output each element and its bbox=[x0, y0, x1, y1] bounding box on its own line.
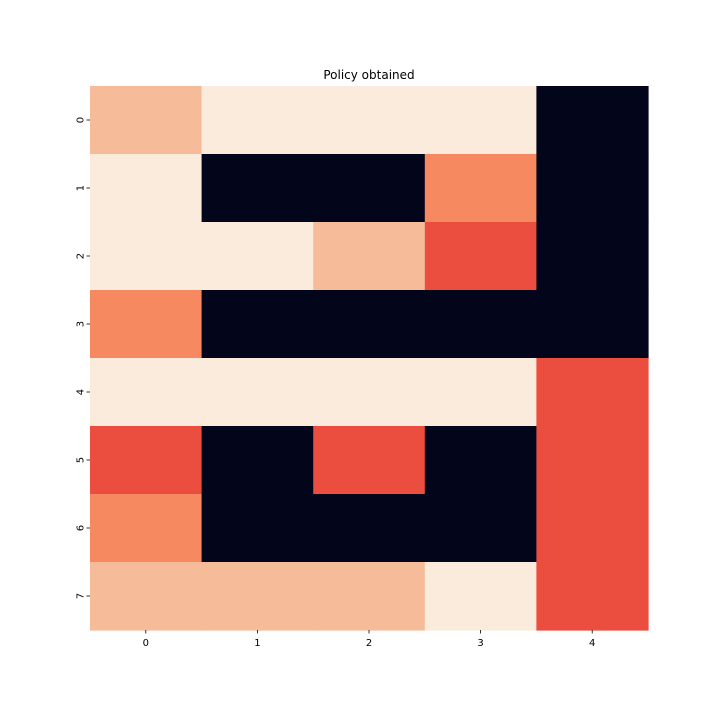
x-tick-label: 1 bbox=[254, 638, 260, 649]
y-tick-label: 4 bbox=[76, 389, 87, 395]
heatmap-cell-r7-c3 bbox=[424, 562, 537, 631]
heatmap-cell-r4-c3 bbox=[424, 358, 537, 427]
heatmap-cell-r6-c2 bbox=[313, 494, 426, 563]
heatmap-cell-r0-c3 bbox=[424, 86, 537, 155]
y-tick-label: 5 bbox=[76, 457, 87, 463]
y-axis: 0 1 2 3 4 5 6 7 bbox=[76, 117, 90, 599]
heatmap-cell-r3-c0 bbox=[90, 290, 203, 359]
heatmap-cell-r2-c0 bbox=[90, 222, 203, 291]
y-tick-label: 7 bbox=[76, 593, 87, 599]
x-axis: 0 1 2 3 4 bbox=[143, 630, 595, 649]
heatmap-cell-r5-c0 bbox=[90, 426, 203, 495]
heatmap-cell-r1-c0 bbox=[90, 154, 203, 223]
heatmap-cell-r0-c4 bbox=[536, 86, 649, 155]
heatmap-cell-r7-c0 bbox=[90, 562, 203, 631]
chart-title: Policy obtained bbox=[323, 68, 414, 82]
heatmap-cell-r7-c2 bbox=[313, 562, 426, 631]
heatmap-cell-r5-c4 bbox=[536, 426, 649, 495]
heatmap-cell-r2-c2 bbox=[313, 222, 426, 291]
x-tick-label: 2 bbox=[366, 638, 372, 649]
heatmap-cell-r0-c0 bbox=[90, 86, 203, 155]
heatmap-cell-r6-c0 bbox=[90, 494, 203, 563]
heatmap-cell-r3-c4 bbox=[536, 290, 649, 359]
heatmap-cell-r6-c3 bbox=[424, 494, 537, 563]
heatmap-cell-r6-c4 bbox=[536, 494, 649, 563]
heatmap-cell-r3-c3 bbox=[424, 290, 537, 359]
heatmap-cell-r4-c4 bbox=[536, 358, 649, 427]
y-tick-label: 3 bbox=[76, 321, 87, 327]
heatmap-cell-r1-c3 bbox=[424, 154, 537, 223]
heatmap-cell-r3-c1 bbox=[201, 290, 314, 359]
y-tick-label: 1 bbox=[76, 185, 87, 191]
heatmap-cell-r7-c4 bbox=[536, 562, 649, 631]
heatmap-cell-r1-c2 bbox=[313, 154, 426, 223]
heatmap-cell-r7-c1 bbox=[201, 562, 314, 631]
heatmap-cell-r4-c0 bbox=[90, 358, 203, 427]
heatmap-cell-r0-c2 bbox=[313, 86, 426, 155]
heatmap-cell-r4-c1 bbox=[201, 358, 314, 427]
x-tick-label: 0 bbox=[143, 638, 149, 649]
y-tick-label: 0 bbox=[76, 117, 87, 123]
y-tick-label: 6 bbox=[76, 525, 87, 531]
heatmap-cell-r1-c4 bbox=[536, 154, 649, 223]
heatmap-cell-r5-c2 bbox=[313, 426, 426, 495]
x-tick-label: 3 bbox=[477, 638, 483, 649]
heatmap-cell-r2-c3 bbox=[424, 222, 537, 291]
heatmap-cell-r2-c1 bbox=[201, 222, 314, 291]
heatmap-cell-r1-c1 bbox=[201, 154, 314, 223]
heatmap-cell-r4-c2 bbox=[313, 358, 426, 427]
heatmap-cell-r6-c1 bbox=[201, 494, 314, 563]
heatmap-cell-r2-c4 bbox=[536, 222, 649, 291]
heatmap-cell-r3-c2 bbox=[313, 290, 426, 359]
heatmap-cell-r5-c3 bbox=[424, 426, 537, 495]
y-tick-label: 2 bbox=[76, 253, 87, 259]
x-tick-label: 4 bbox=[589, 638, 595, 649]
heatmap-cells bbox=[90, 86, 649, 631]
heatmap-cell-r5-c1 bbox=[201, 426, 314, 495]
heatmap-cell-r0-c1 bbox=[201, 86, 314, 155]
